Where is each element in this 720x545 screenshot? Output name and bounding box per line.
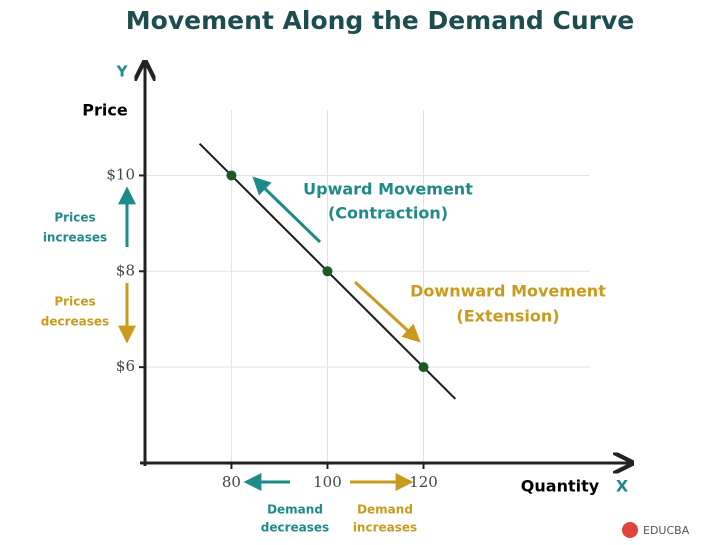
brand: EDUCBA bbox=[643, 524, 690, 537]
annotation: decreases bbox=[41, 315, 109, 329]
chart-title: Movement Along the Demand Curve bbox=[126, 6, 634, 35]
annotation: (Extension) bbox=[456, 307, 559, 326]
arrow bbox=[353, 280, 421, 343]
annotation: increases bbox=[43, 231, 107, 245]
annotation: decreases bbox=[261, 521, 329, 535]
point bbox=[226, 170, 237, 181]
x-tick-label: 100 bbox=[313, 473, 342, 491]
annotation: Upward Movement bbox=[303, 180, 473, 199]
arrow bbox=[252, 176, 322, 244]
y-axis-letter: Y bbox=[116, 63, 129, 81]
y-tick-label: $10 bbox=[106, 165, 135, 183]
annotation: Downward Movement bbox=[410, 282, 606, 301]
curve-extension bbox=[422, 366, 457, 400]
plot: $10 $8 $6 80 100 120 bbox=[106, 110, 590, 491]
y-axis-label: Price bbox=[82, 101, 128, 120]
annotation: Demand bbox=[357, 503, 413, 517]
point bbox=[418, 362, 429, 373]
annotation: (Contraction) bbox=[328, 204, 448, 223]
x-axis-label: Quantity bbox=[521, 477, 600, 496]
x-axis-letter: X bbox=[616, 477, 629, 496]
x-tick-label: 80 bbox=[222, 473, 241, 491]
brand-logo bbox=[622, 522, 638, 538]
curve-extension bbox=[198, 142, 233, 177]
annotation: increases bbox=[353, 521, 417, 535]
y-tick-label: $6 bbox=[116, 357, 135, 375]
annotation: Demand bbox=[267, 503, 323, 517]
point bbox=[322, 266, 333, 277]
annotation: Prices bbox=[54, 295, 95, 309]
annotation: Prices bbox=[54, 211, 95, 225]
y-tick-label: $8 bbox=[116, 261, 135, 279]
x-tick-label: 120 bbox=[409, 473, 438, 491]
